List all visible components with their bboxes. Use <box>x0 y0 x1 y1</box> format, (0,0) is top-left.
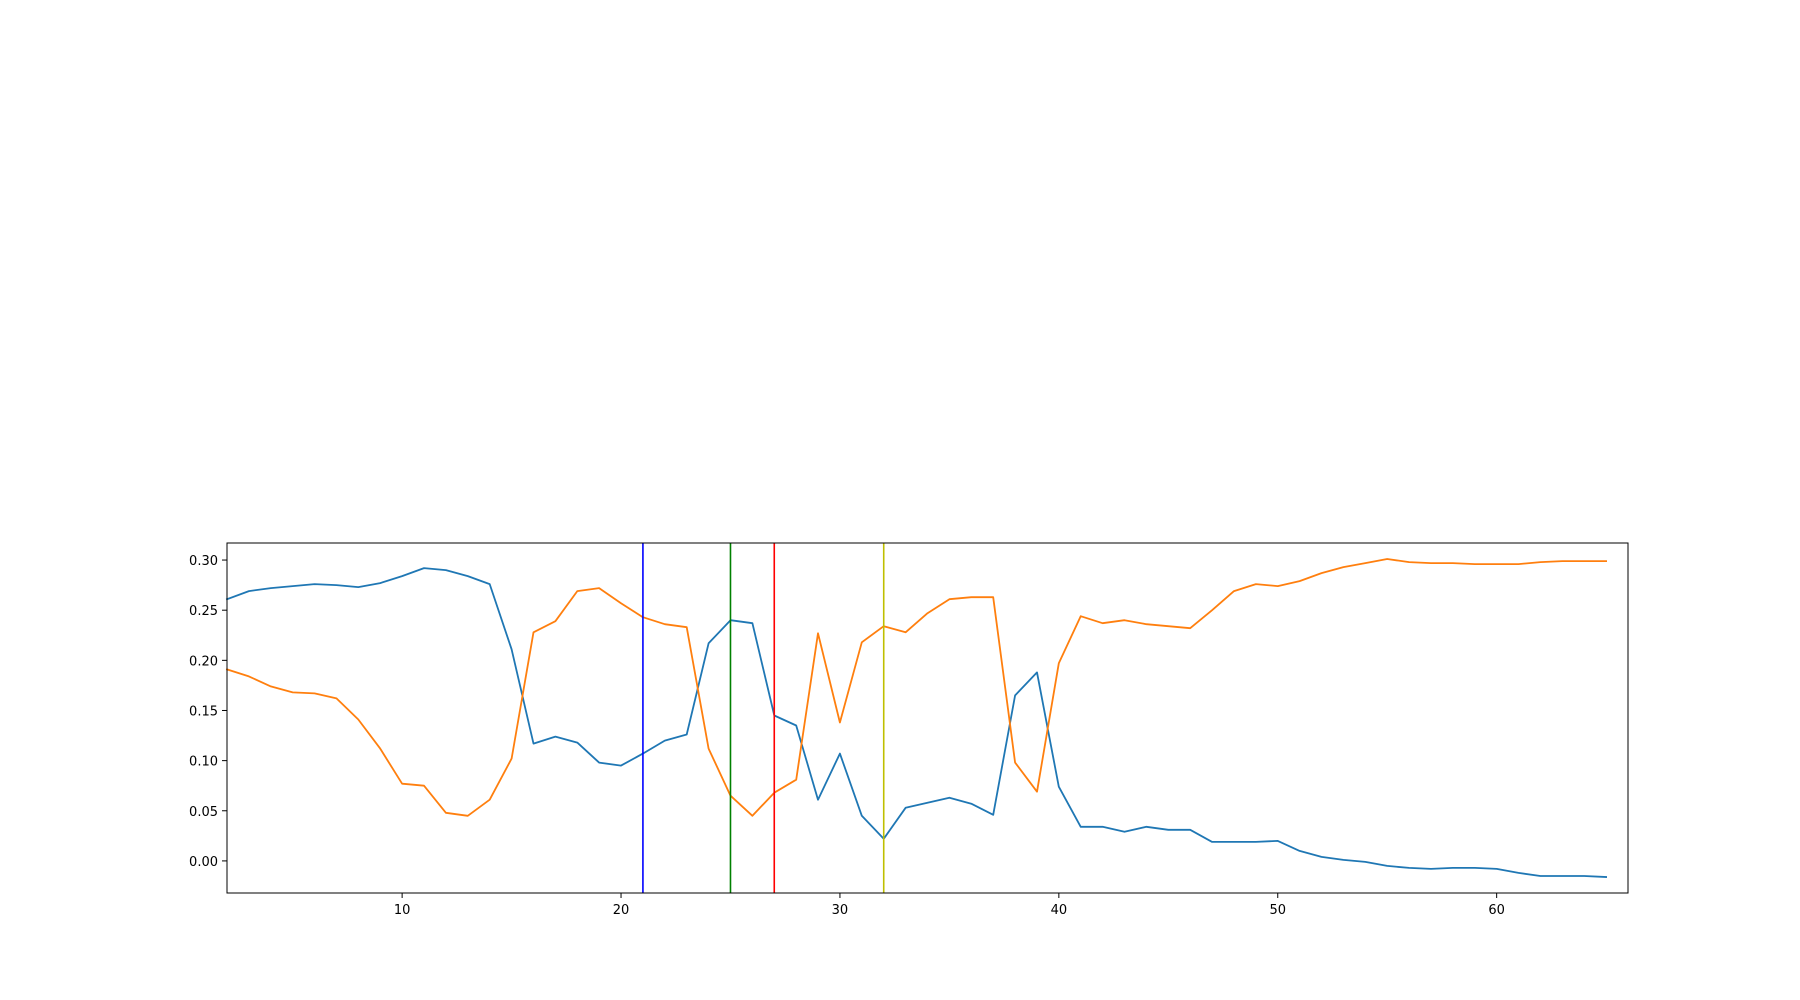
series-line-1 <box>225 567 1608 878</box>
plot-frame <box>226 542 1629 894</box>
x-axis: 10 20 30 40 50 60 <box>394 893 1505 918</box>
y-tick-label: 0.25 <box>189 604 218 619</box>
y-axis: 0.00 0.05 0.10 0.15 0.20 0.25 0.30 <box>189 554 227 870</box>
y-tick-label: 0.00 <box>189 855 218 870</box>
y-tick-label: 0.10 <box>189 755 218 770</box>
x-tick-label: 40 <box>1051 903 1068 918</box>
y-tick-label: 0.20 <box>189 654 218 669</box>
x-tick-label: 10 <box>394 903 411 918</box>
x-tick-label: 60 <box>1488 903 1505 918</box>
x-tick-label: 20 <box>613 903 630 918</box>
y-tick-label: 0.30 <box>189 554 218 569</box>
x-tick-label: 30 <box>832 903 849 918</box>
y-tick-label: 0.15 <box>189 704 218 719</box>
y-tick-label: 0.05 <box>189 805 218 820</box>
x-tick-label: 50 <box>1269 903 1286 918</box>
series-line-2 <box>225 558 1607 817</box>
plot-area <box>225 543 1608 893</box>
